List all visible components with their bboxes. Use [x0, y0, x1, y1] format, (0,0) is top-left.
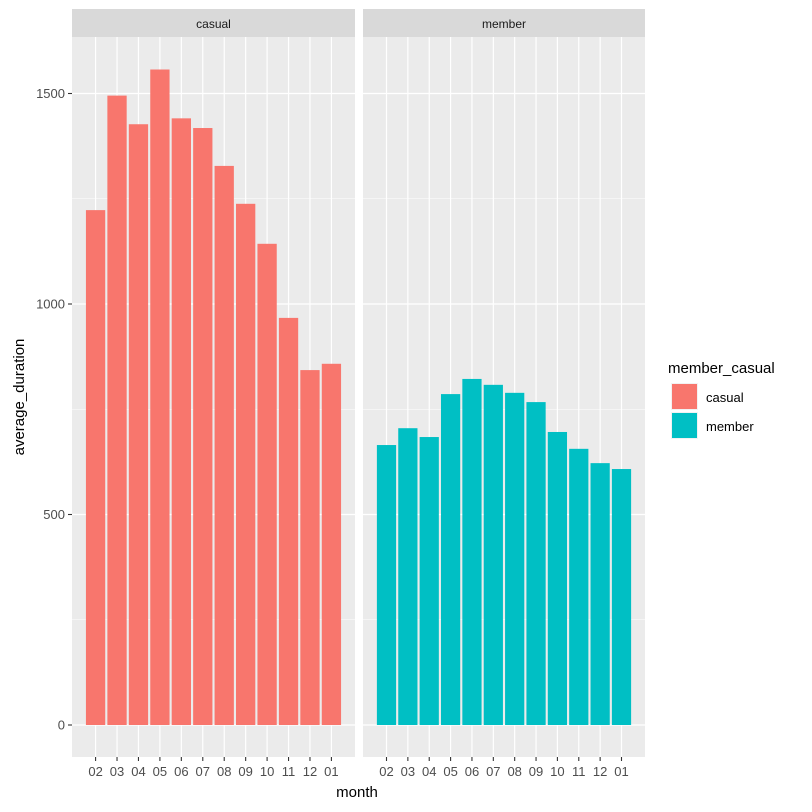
bar-casual-11: [278, 317, 299, 725]
x-axes: 02 03 04 05 06 07 08 09 10 11 12 01 02 03 04 05 06 07 08 09…: [88, 757, 629, 779]
x-tick-label: 12: [593, 764, 607, 779]
bar-casual-03: [107, 95, 127, 726]
legend-swatch: [672, 413, 697, 438]
x-tick-label: 04: [422, 764, 436, 779]
facet-panel-member: member: [363, 9, 645, 757]
legend-title: member_casual: [668, 360, 775, 377]
bar-member-07: [483, 384, 503, 725]
bar-member-12: [590, 463, 610, 725]
x-tick-label: 02: [379, 764, 393, 779]
bar-member-06: [462, 378, 482, 725]
x-tick-label: 10: [550, 764, 564, 779]
bar-casual-02: [85, 210, 106, 725]
x-axis-title: month: [336, 784, 378, 801]
legend-label: casual: [706, 390, 744, 405]
y-tick-label: 1000: [36, 297, 65, 312]
bar-member-01: [611, 469, 632, 725]
bar-casual-10: [257, 243, 277, 725]
x-tick-label: 05: [153, 764, 167, 779]
x-tick-label: 03: [110, 764, 124, 779]
facet-strip: [72, 9, 355, 37]
bar-member-10: [547, 431, 568, 725]
legend: member_casual casual member: [668, 360, 775, 439]
bar-member-05: [440, 394, 461, 725]
x-tick-label: 07: [196, 764, 210, 779]
bar-member-04: [419, 437, 439, 725]
x-tick-label: 10: [260, 764, 274, 779]
bar-casual-07: [193, 128, 213, 726]
y-tick-label: 1500: [36, 86, 65, 101]
y-axis: 0 500 1000 1500: [36, 86, 72, 733]
y-tick-label: 0: [58, 718, 65, 733]
bar-member-09: [526, 402, 546, 725]
x-tick-label: 02: [88, 764, 102, 779]
bar-casual-06: [171, 118, 191, 726]
x-tick-label: 01: [614, 764, 628, 779]
x-tick-label: 06: [174, 764, 188, 779]
bar-casual-09: [236, 203, 256, 725]
x-tick-label: 11: [282, 764, 296, 779]
facet-strip-label: member: [482, 17, 526, 31]
x-tick-label: 08: [217, 764, 231, 779]
bar-member-02: [376, 445, 397, 725]
legend-swatch: [672, 384, 697, 409]
bar-member-11: [569, 448, 589, 725]
x-tick-label: 11: [572, 764, 586, 779]
legend-item-casual: casual: [671, 383, 744, 410]
bar-casual-12: [300, 370, 320, 725]
x-tick-label: 07: [486, 764, 500, 779]
bar-casual-01: [321, 363, 342, 725]
legend-item-member: member: [671, 412, 754, 439]
x-tick-label: 12: [303, 764, 317, 779]
bar-member-03: [398, 428, 418, 725]
facet-strip-label: casual: [196, 17, 231, 31]
bar-casual-04: [128, 124, 149, 725]
x-tick-label: 06: [465, 764, 479, 779]
x-tick-label: 04: [131, 764, 145, 779]
bar-member-08: [505, 392, 525, 725]
y-axis-title: average_duration: [11, 339, 28, 456]
x-tick-label: 08: [507, 764, 521, 779]
y-tick-label: 500: [43, 507, 65, 522]
bar-casual-08: [214, 165, 234, 726]
bar-casual-05: [150, 69, 170, 726]
x-tick-label: 09: [238, 764, 252, 779]
x-tick-label: 05: [443, 764, 457, 779]
x-tick-label: 09: [529, 764, 543, 779]
legend-label: member: [706, 419, 754, 434]
x-tick-label: 01: [324, 764, 338, 779]
facet-strip: [363, 9, 645, 37]
x-tick-label: 03: [401, 764, 415, 779]
facet-panels: casual member: [72, 9, 645, 757]
facet-panel-casual: casual: [72, 9, 355, 757]
